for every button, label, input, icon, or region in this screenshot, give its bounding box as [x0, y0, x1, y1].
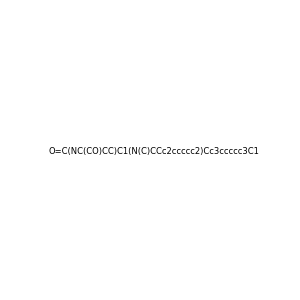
Text: O=C(NC(CO)CC)C1(N(C)CCc2ccccc2)Cc3ccccc3C1: O=C(NC(CO)CC)C1(N(C)CCc2ccccc2)Cc3ccccc3… — [48, 147, 259, 156]
